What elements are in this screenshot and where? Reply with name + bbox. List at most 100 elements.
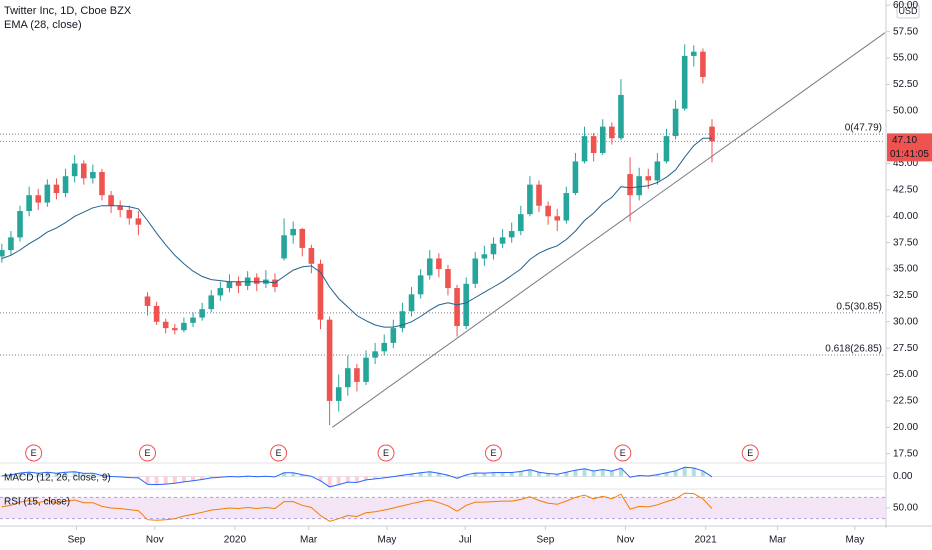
earnings-marker[interactable] bbox=[139, 444, 156, 462]
candle-body bbox=[326, 319, 333, 401]
macd-hist bbox=[673, 470, 678, 477]
y-tick-label: 17.50 bbox=[893, 448, 918, 459]
candle-body bbox=[572, 161, 579, 194]
macd-hist bbox=[409, 474, 414, 477]
y-tick-label: 27.50 bbox=[893, 343, 918, 354]
macd-hist bbox=[618, 468, 623, 477]
candle-body bbox=[290, 228, 296, 236]
macd-hist bbox=[527, 469, 532, 477]
macd-hist bbox=[609, 471, 614, 477]
currency-box[interactable] bbox=[896, 3, 920, 19]
macd-hist bbox=[555, 474, 560, 477]
macd-hist bbox=[637, 475, 642, 477]
candle-body bbox=[162, 321, 169, 329]
candle-body bbox=[62, 176, 69, 194]
macd-hist bbox=[464, 474, 469, 477]
macd-hist bbox=[172, 476, 177, 484]
y-tick-label: 50.00 bbox=[893, 105, 918, 116]
macd-hist bbox=[400, 475, 405, 477]
macd-hist bbox=[473, 472, 478, 477]
macd-hist bbox=[482, 473, 487, 477]
candle-body bbox=[0, 250, 5, 257]
x-tick-label: Nov bbox=[146, 535, 164, 546]
candle-body bbox=[390, 328, 397, 343]
macd-line bbox=[1, 466, 713, 488]
candle-body bbox=[99, 171, 105, 196]
macd-hist bbox=[90, 473, 95, 477]
candle-body bbox=[281, 235, 287, 259]
macd-hist bbox=[81, 473, 86, 477]
macd-hist bbox=[455, 476, 460, 479]
candle-body bbox=[527, 184, 533, 215]
macd-hist bbox=[382, 476, 387, 478]
y-tick-label: 60.00 bbox=[893, 0, 918, 11]
candle-body bbox=[690, 51, 697, 56]
candle-body bbox=[8, 237, 14, 251]
macd-hist bbox=[54, 473, 59, 477]
candle-body bbox=[599, 126, 606, 153]
candle-body bbox=[554, 216, 561, 221]
candle-body bbox=[308, 247, 315, 264]
candle-body bbox=[581, 136, 588, 162]
candle-body bbox=[399, 311, 406, 329]
y-tick-label: 32.50 bbox=[893, 290, 918, 301]
candle-body bbox=[645, 176, 652, 181]
currency: USD bbox=[898, 6, 918, 16]
macd-hist bbox=[336, 476, 341, 485]
level-label: 0(47.79) bbox=[845, 123, 882, 134]
candle-body bbox=[153, 305, 160, 322]
candle-body bbox=[317, 263, 324, 320]
candle-body bbox=[490, 243, 497, 255]
macd-hist bbox=[45, 472, 50, 477]
macd-hist bbox=[209, 476, 214, 478]
macd-hist bbox=[682, 467, 687, 477]
candle-body bbox=[709, 126, 715, 142]
y-tick-label: 25.00 bbox=[893, 369, 918, 380]
candle-body bbox=[408, 294, 415, 312]
candle-body bbox=[499, 237, 506, 244]
macd-hist bbox=[318, 476, 323, 481]
macd-hist bbox=[99, 475, 104, 477]
macd-hist bbox=[300, 474, 305, 477]
macd-hist bbox=[145, 476, 150, 485]
candle-body bbox=[609, 126, 615, 139]
candle-body bbox=[90, 171, 96, 179]
macd-hist bbox=[72, 471, 77, 477]
candle-body bbox=[472, 258, 479, 284]
candle-body bbox=[663, 136, 670, 162]
candle-body bbox=[536, 184, 542, 206]
macd-hist bbox=[163, 476, 168, 485]
candle-body bbox=[235, 281, 242, 286]
x-tick-label: 2021 bbox=[695, 535, 718, 546]
rsi-line bbox=[1, 492, 713, 522]
y-tick-label: 57.50 bbox=[893, 26, 918, 37]
level-label: 0.5(30.85) bbox=[836, 301, 882, 312]
earnings-marker[interactable] bbox=[270, 444, 288, 462]
earnings-marker[interactable] bbox=[25, 444, 43, 462]
macd-hist bbox=[691, 467, 696, 477]
macd-hist bbox=[491, 472, 496, 477]
candle-body bbox=[545, 205, 551, 217]
macd-hist bbox=[63, 472, 68, 477]
macd-hist bbox=[127, 476, 132, 478]
level-label: 0.618(26.85) bbox=[825, 344, 882, 355]
macd-hist bbox=[427, 471, 432, 477]
macd-label: MACD (12, 26, close, 9) bbox=[4, 473, 111, 484]
candle-body bbox=[345, 368, 351, 388]
earnings-marker[interactable] bbox=[614, 444, 632, 462]
macd-hist bbox=[418, 472, 423, 477]
candle-body bbox=[618, 94, 624, 139]
earnings-marker[interactable] bbox=[377, 444, 395, 462]
candle-body bbox=[627, 174, 633, 196]
y-tick-label: 20.00 bbox=[893, 422, 918, 433]
earnings-marker[interactable] bbox=[484, 444, 502, 462]
macd-hist bbox=[700, 470, 705, 477]
earnings-marker[interactable] bbox=[741, 444, 759, 462]
earnings-label: E bbox=[144, 448, 150, 458]
macd-hist bbox=[8, 474, 13, 477]
last-price-label: 47.10 bbox=[892, 135, 917, 146]
indicator-label: EMA (28, close) bbox=[4, 19, 82, 31]
candle-body bbox=[454, 288, 460, 327]
macd-hist bbox=[282, 472, 287, 477]
macd-hist bbox=[27, 472, 32, 477]
